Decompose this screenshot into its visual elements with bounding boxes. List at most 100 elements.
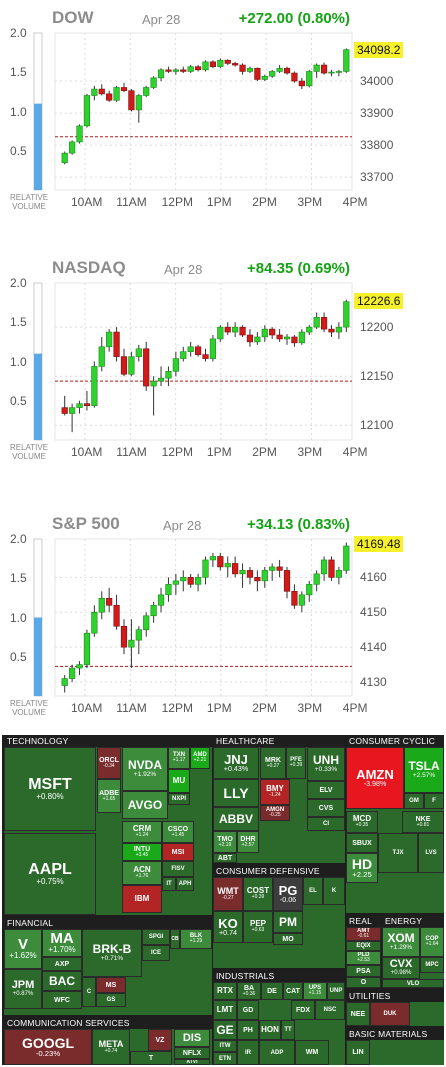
- tile-ibm[interactable]: IBM: [122, 885, 162, 913]
- tile-ba[interactable]: BA +0.36: [237, 982, 261, 1000]
- tile-duk[interactable]: DUK: [370, 1002, 410, 1026]
- tile-axp[interactable]: AXP: [42, 957, 82, 971]
- tile-ko[interactable]: KO +0.74: [213, 911, 243, 943]
- tile-ice[interactable]: ICE: [142, 945, 170, 961]
- tile-cat[interactable]: CAT: [283, 982, 303, 1000]
- tile-itw[interactable]: ITW: [213, 1040, 237, 1052]
- tile-bmy[interactable]: BMY -1.24: [260, 779, 290, 805]
- tile-lmt[interactable]: LMT: [213, 1000, 237, 1020]
- tile-elv[interactable]: ELV: [307, 781, 345, 799]
- tile-bac[interactable]: BAC: [42, 971, 82, 991]
- tile-de[interactable]: DE: [261, 982, 283, 1000]
- tile-atvi[interactable]: ATVI: [174, 1059, 210, 1065]
- tile-pfe[interactable]: PFE +0.39: [286, 747, 306, 779]
- tile-fdx[interactable]: FDX: [291, 1000, 315, 1020]
- tile-gm[interactable]: GM: [404, 793, 424, 809]
- tile-eqix[interactable]: EQIX: [346, 941, 381, 951]
- tile-jnj[interactable]: JNJ +0.43%: [213, 747, 259, 779]
- tile-amzn[interactable]: AMZN -3.98%: [346, 747, 404, 809]
- tile-mcd[interactable]: MCD +0.35: [346, 811, 378, 833]
- tile-intu[interactable]: INTU +3.45: [122, 843, 162, 861]
- tile-blk[interactable]: BLK +1.29: [180, 929, 212, 949]
- tile-avgo[interactable]: AVGO: [122, 791, 168, 819]
- tile-tjx[interactable]: TJX: [378, 833, 418, 873]
- tile-lin[interactable]: LIN: [346, 1040, 370, 1065]
- tile-gd[interactable]: GD: [237, 1000, 259, 1020]
- tile-nxpi[interactable]: NXPI: [168, 793, 190, 805]
- tile-ci[interactable]: CI: [307, 817, 345, 831]
- tile-cvs[interactable]: CVS: [307, 799, 345, 817]
- tile-el[interactable]: EL: [303, 877, 323, 905]
- tile-adp[interactable]: ADP: [259, 1040, 295, 1065]
- tile-ge[interactable]: GE: [213, 1020, 237, 1040]
- tile-unp[interactable]: UNP: [327, 982, 345, 1000]
- tile-k[interactable]: K: [323, 877, 345, 905]
- tile-mrk[interactable]: MRK +0.27: [260, 747, 286, 779]
- tile-gs[interactable]: GS: [96, 993, 126, 1007]
- tile-dis[interactable]: DIS: [174, 1029, 210, 1047]
- tile-nsc[interactable]: NSC: [315, 1000, 345, 1020]
- tile-cop[interactable]: COP +1.64: [420, 927, 444, 957]
- tile-mu[interactable]: MU: [168, 769, 190, 793]
- tile-ms[interactable]: MS: [96, 977, 126, 993]
- tile-wm[interactable]: WM: [295, 1040, 329, 1065]
- tile-it[interactable]: IT: [162, 877, 176, 891]
- tile-amd[interactable]: AMD +2.21: [190, 747, 210, 769]
- tile-brk-b[interactable]: BRK-B +0.71%: [82, 929, 142, 977]
- tile-pld[interactable]: PLD +2.53: [346, 951, 381, 965]
- tile-f[interactable]: F: [424, 793, 444, 809]
- tile-nvda[interactable]: NVDA +1.92%: [122, 747, 168, 791]
- tile-nflx[interactable]: NFLX: [174, 1047, 210, 1059]
- tile-xom[interactable]: XOM +1.29%: [382, 927, 420, 957]
- tile-nke[interactable]: NKE +0.81: [402, 811, 444, 833]
- tile-googl[interactable]: GOOGL -0.23%: [4, 1029, 92, 1065]
- tile-pm[interactable]: PM: [273, 911, 303, 933]
- tile-t[interactable]: T: [130, 1051, 172, 1065]
- tile-aph[interactable]: APH: [176, 877, 194, 891]
- tile-adbe[interactable]: ADBE +1.65: [97, 779, 121, 813]
- tile-msi[interactable]: MSI: [162, 843, 194, 861]
- tile-lly[interactable]: LLY: [213, 779, 259, 807]
- tile-etn[interactable]: ETN: [213, 1052, 237, 1065]
- tile-tsla[interactable]: TSLA +2.57%: [404, 747, 444, 793]
- tile-hd[interactable]: HD +2.25: [346, 853, 378, 883]
- tile-mo[interactable]: MO: [273, 933, 303, 945]
- tile-spgi[interactable]: SPGI: [142, 929, 170, 945]
- tile-cost[interactable]: COST +0.39: [243, 877, 273, 911]
- tile-c[interactable]: C: [82, 977, 96, 1007]
- tile-tt[interactable]: TT: [281, 1020, 295, 1040]
- tile-ups[interactable]: UPS +1.15: [303, 982, 327, 1000]
- tile-hon[interactable]: HON: [259, 1020, 281, 1040]
- tile-wfc[interactable]: WFC: [42, 991, 82, 1009]
- tile-sbux[interactable]: SBUX: [346, 833, 378, 853]
- tile-abbv[interactable]: ABBV: [213, 807, 259, 831]
- tile-txn[interactable]: TXN +1.17: [168, 747, 190, 769]
- tile-aapl[interactable]: AAPL +0.75%: [4, 833, 96, 915]
- tile-meta[interactable]: META +0.74: [92, 1029, 130, 1065]
- tile-amgn[interactable]: AMGN -0.25: [260, 805, 290, 821]
- tile-nee[interactable]: NEE: [346, 1002, 370, 1026]
- tile-ph[interactable]: PH: [237, 1020, 259, 1040]
- tile-amt[interactable]: AMT -0.61: [346, 927, 381, 941]
- tile-tmo[interactable]: TMO +2.19: [213, 831, 237, 853]
- tile-pep[interactable]: PEP +0.63: [243, 911, 273, 943]
- tile-psa[interactable]: PSA: [346, 965, 381, 977]
- tile-abt[interactable]: ABT: [213, 853, 237, 863]
- tile-ir[interactable]: IR: [237, 1040, 259, 1065]
- tile-vz[interactable]: VZ: [148, 1029, 172, 1051]
- tile-dhr[interactable]: DHR +2.57: [237, 831, 259, 853]
- tile-lvs[interactable]: LVS: [418, 833, 444, 873]
- tile-o[interactable]: O: [346, 977, 381, 988]
- tile-crm[interactable]: CRM +1.24: [122, 821, 162, 843]
- tile-rtx[interactable]: RTX: [213, 982, 237, 1000]
- tile-csco[interactable]: CSCO +1.45: [162, 821, 194, 843]
- tile-cb[interactable]: CB: [170, 929, 180, 949]
- tile-cvx[interactable]: CVX +0.98%: [382, 957, 420, 979]
- tile-mpc[interactable]: MPC: [420, 957, 444, 973]
- tile-v[interactable]: V +1.62%: [4, 929, 42, 969]
- tile-orcl[interactable]: ORCL -0.34: [97, 747, 121, 779]
- tile-unh[interactable]: UNH +0.33%: [307, 747, 345, 781]
- tile-acn[interactable]: ACN +1.76: [122, 861, 162, 885]
- tile-fisv[interactable]: FISV: [162, 861, 194, 877]
- tile-msft[interactable]: MSFT +0.80%: [4, 747, 96, 831]
